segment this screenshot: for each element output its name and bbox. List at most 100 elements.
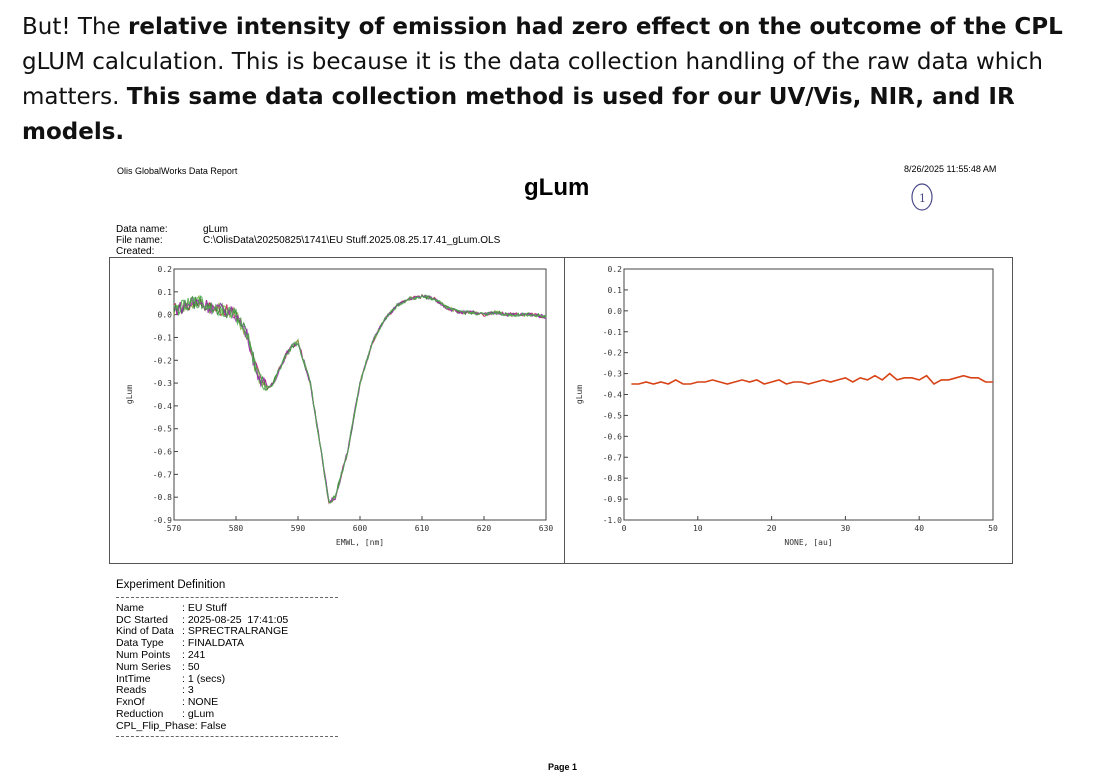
plot-area	[173, 268, 547, 521]
y-tick-label: 0.1	[608, 286, 623, 295]
x-tick-label: 20	[767, 524, 777, 533]
y-tick-label: -0.6	[603, 432, 622, 441]
created-row: Created:	[116, 246, 500, 257]
experiment-heading: Experiment Definition	[116, 579, 226, 591]
report-date: 8/26/2025 11:55:48 AM	[904, 164, 997, 174]
data-name-value: gLum	[203, 224, 229, 235]
y-tick-label: -0.3	[153, 379, 172, 388]
x-axis-label: EMWL, [nm]	[336, 538, 384, 547]
y-tick-label: -0.8	[603, 474, 622, 483]
y-tick-label: -0.9	[153, 516, 172, 525]
y-tick-label: -0.1	[603, 328, 622, 337]
x-tick-label: 630	[539, 524, 554, 533]
data-name-row: Data name: gLum	[116, 224, 500, 235]
intro-bold-2: This same data collection method is used…	[22, 84, 1015, 145]
y-tick-label: -0.1	[153, 333, 172, 342]
experiment-row: Reduction : gLum	[116, 707, 338, 721]
page-number: Page 1	[548, 762, 578, 772]
experiment-key: Reads	[116, 684, 147, 697]
x-tick-label: 620	[477, 524, 492, 533]
x-tick-label: 570	[167, 524, 182, 533]
divider-bottom	[116, 735, 338, 737]
experiment-value: : 2025-08-25 17:41:05	[182, 613, 289, 626]
x-tick-label: 50	[988, 524, 998, 533]
data-name-label: Data name:	[116, 224, 168, 235]
experiment-row: Reads : 3	[116, 685, 338, 697]
plot-area	[623, 268, 994, 521]
experiment-value: : 3	[182, 684, 194, 697]
y-tick-label: -0.8	[153, 493, 172, 502]
experiment-value: : FINALDATA	[182, 637, 245, 650]
x-tick-label: 30	[841, 524, 851, 533]
series-line	[173, 293, 547, 505]
experiment-key: Kind of Data	[116, 625, 174, 638]
experiment-row: Num Points: 241	[116, 648, 338, 662]
experiment-definition: Experiment Definition Name: EU Stuff DC S…	[116, 579, 338, 742]
experiment-value: : 50	[182, 660, 200, 673]
experiment-key: CPL_Flip_Phase: False	[116, 719, 227, 732]
x-tick-label: 0	[622, 524, 627, 533]
experiment-key: FxnOf	[116, 696, 145, 709]
experiment-row: CPL_Flip_Phase: False	[116, 719, 338, 733]
series-line	[173, 294, 547, 504]
y-tick-label: 0.1	[158, 288, 173, 297]
experiment-row: Name: EU Stuff	[116, 601, 338, 615]
intro-paragraph: But! The relative intensity of emission …	[22, 10, 1102, 150]
experiment-rows: Name: EU Stuff DC Started : 2025-08-25 17:…	[116, 601, 338, 733]
annotation-number: 1	[919, 192, 926, 205]
experiment-row: IntTime : 1 (secs)	[116, 672, 338, 686]
experiment-row: FxnOf : NONE	[116, 696, 338, 709]
intro-text-2: gLUM calculation. This is because it is …	[22, 49, 1043, 110]
experiment-key: Data Type	[116, 637, 164, 650]
created-label: Created:	[116, 246, 155, 257]
series-line	[173, 294, 547, 504]
y-tick-label: 0.2	[158, 265, 173, 274]
y-tick-label: -0.7	[603, 453, 622, 462]
x-tick-label: 610	[415, 524, 430, 533]
experiment-key: Reduction	[116, 707, 164, 720]
series-line	[631, 372, 993, 386]
x-tick-label: 580	[229, 524, 244, 533]
report-title: gLum	[524, 174, 590, 201]
experiment-value: : NONE	[182, 696, 219, 709]
experiment-row: Num Series : 50	[116, 660, 338, 674]
x-tick-label: 590	[291, 524, 306, 533]
experiment-value: : 1 (secs)	[182, 672, 226, 685]
file-name-row: File name: C:\OlisData\20250825\1741\EU …	[116, 235, 500, 246]
y-axis-label: gLum	[125, 385, 134, 404]
y-axis-label: gLum	[575, 385, 584, 404]
experiment-key: Num Points	[116, 648, 171, 661]
handwritten-annotation: 1	[911, 183, 933, 211]
chart-glum-vs-wavelength: 570 580 590 600 610 620 630 0.2 0.1 0.0 -0.1 -0.2 -0…	[125, 265, 554, 547]
experiment-row: Kind of Data : SPRECTRALRANGE	[116, 626, 338, 638]
x-tick-label: 600	[353, 524, 368, 533]
data-info: Data name: gLum File name: C:\OlisData\2…	[116, 224, 500, 257]
series-line	[173, 294, 547, 503]
experiment-row: DC Started : 2025-08-25 17:41:05	[116, 613, 338, 627]
experiment-key: IntTime	[116, 672, 151, 685]
x-tick-label: 40	[914, 524, 924, 533]
experiment-row: Data Type : FINALDATA	[116, 637, 338, 650]
y-tick-label: -0.2	[153, 356, 172, 365]
experiment-key: Num Series	[116, 660, 171, 673]
y-tick-label: 0.0	[158, 311, 173, 320]
experiment-value: : EU Stuff	[182, 601, 227, 614]
y-tick-label: -0.6	[153, 448, 172, 457]
report-label: Olis GlobalWorks Data Report	[117, 166, 238, 176]
x-axis-label: NONE, [au]	[784, 538, 832, 547]
experiment-value: : SPRECTRALRANGE	[182, 625, 289, 638]
series-line	[173, 294, 547, 504]
divider-top	[116, 596, 338, 598]
y-tick-label: -1.0	[603, 516, 622, 525]
y-tick-label: -0.5	[153, 425, 172, 434]
y-tick-label: -0.4	[153, 402, 172, 411]
file-name-label: File name:	[116, 235, 163, 246]
intro-text-1: But! The	[22, 14, 128, 40]
y-tick-label: -0.3	[603, 370, 622, 379]
y-tick-label: -0.7	[153, 470, 172, 479]
experiment-value: : gLum	[182, 707, 215, 720]
y-tick-label: 0.2	[608, 265, 623, 274]
charts-divider	[564, 258, 565, 563]
experiment-key: DC Started	[116, 613, 168, 626]
charts-frame	[109, 257, 1013, 564]
